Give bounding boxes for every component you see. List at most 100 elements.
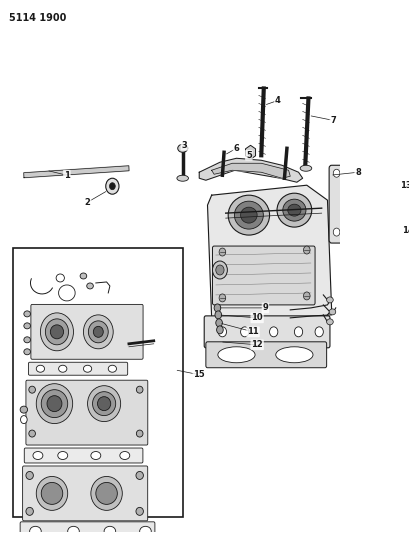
Text: 8: 8 — [354, 168, 360, 177]
Ellipse shape — [104, 526, 115, 533]
Ellipse shape — [91, 477, 122, 511]
Text: 14: 14 — [401, 225, 409, 235]
Text: 10: 10 — [251, 313, 262, 322]
Polygon shape — [24, 166, 129, 177]
Ellipse shape — [80, 273, 87, 279]
Circle shape — [333, 169, 339, 177]
Text: 9: 9 — [262, 303, 267, 312]
Ellipse shape — [136, 472, 143, 480]
Text: 15: 15 — [193, 370, 204, 379]
Ellipse shape — [341, 177, 364, 199]
Ellipse shape — [87, 283, 93, 289]
Ellipse shape — [379, 237, 387, 243]
Ellipse shape — [41, 482, 63, 504]
Ellipse shape — [24, 337, 30, 343]
Circle shape — [214, 311, 221, 319]
Polygon shape — [376, 180, 387, 200]
Ellipse shape — [97, 397, 110, 410]
Ellipse shape — [326, 319, 333, 325]
Ellipse shape — [58, 451, 67, 459]
Text: 1: 1 — [64, 171, 70, 180]
Text: 3: 3 — [181, 141, 187, 150]
Ellipse shape — [26, 507, 33, 515]
Ellipse shape — [212, 261, 227, 279]
Circle shape — [367, 228, 374, 236]
Circle shape — [367, 169, 374, 177]
Polygon shape — [211, 163, 290, 178]
Circle shape — [333, 228, 339, 236]
Ellipse shape — [24, 323, 30, 329]
Text: 5: 5 — [245, 151, 251, 160]
Ellipse shape — [29, 526, 41, 533]
Ellipse shape — [24, 349, 30, 355]
FancyBboxPatch shape — [204, 316, 329, 348]
Ellipse shape — [346, 182, 359, 194]
Ellipse shape — [276, 193, 311, 227]
Circle shape — [303, 246, 309, 254]
Circle shape — [314, 327, 323, 337]
Ellipse shape — [240, 207, 256, 223]
Ellipse shape — [92, 392, 115, 416]
Ellipse shape — [33, 451, 43, 459]
Text: 13: 13 — [399, 181, 409, 190]
FancyBboxPatch shape — [28, 362, 127, 375]
Circle shape — [303, 292, 309, 300]
Ellipse shape — [136, 386, 143, 393]
Ellipse shape — [217, 347, 254, 363]
Circle shape — [216, 326, 222, 334]
Ellipse shape — [177, 144, 187, 152]
Ellipse shape — [282, 199, 305, 221]
Ellipse shape — [58, 365, 67, 372]
Ellipse shape — [20, 406, 27, 413]
Ellipse shape — [36, 365, 45, 372]
FancyBboxPatch shape — [212, 246, 314, 305]
Ellipse shape — [41, 390, 67, 417]
FancyBboxPatch shape — [31, 304, 143, 359]
Ellipse shape — [228, 195, 269, 235]
Ellipse shape — [299, 165, 311, 171]
Ellipse shape — [36, 384, 72, 424]
Ellipse shape — [119, 451, 129, 459]
Ellipse shape — [83, 365, 92, 372]
Ellipse shape — [91, 451, 101, 459]
Ellipse shape — [275, 347, 312, 363]
Ellipse shape — [29, 430, 35, 437]
Polygon shape — [199, 158, 302, 182]
Ellipse shape — [56, 274, 64, 282]
Polygon shape — [207, 185, 331, 330]
Ellipse shape — [20, 416, 27, 424]
Ellipse shape — [96, 482, 117, 504]
Ellipse shape — [88, 321, 108, 343]
Text: 2: 2 — [84, 198, 90, 207]
Circle shape — [109, 183, 115, 190]
Polygon shape — [384, 188, 397, 206]
FancyBboxPatch shape — [22, 466, 147, 521]
Ellipse shape — [326, 297, 333, 303]
Circle shape — [240, 327, 248, 337]
Circle shape — [106, 178, 119, 194]
Text: 4: 4 — [274, 96, 280, 105]
Ellipse shape — [343, 209, 361, 227]
Ellipse shape — [93, 326, 103, 337]
Ellipse shape — [108, 365, 116, 372]
Circle shape — [218, 327, 226, 337]
Ellipse shape — [45, 319, 68, 345]
Ellipse shape — [24, 311, 30, 317]
FancyBboxPatch shape — [328, 165, 376, 243]
Circle shape — [218, 294, 225, 302]
FancyBboxPatch shape — [24, 448, 143, 463]
Text: 5114 1900: 5114 1900 — [9, 13, 66, 23]
Ellipse shape — [328, 309, 335, 315]
Text: 12: 12 — [251, 340, 263, 349]
Circle shape — [213, 304, 220, 312]
Circle shape — [294, 327, 302, 337]
Ellipse shape — [234, 201, 263, 229]
Text: 6: 6 — [233, 144, 239, 153]
Ellipse shape — [83, 315, 113, 349]
Ellipse shape — [215, 265, 223, 275]
Ellipse shape — [26, 472, 33, 480]
Ellipse shape — [88, 386, 120, 422]
Ellipse shape — [36, 477, 67, 511]
Ellipse shape — [29, 386, 35, 393]
Ellipse shape — [287, 204, 300, 216]
